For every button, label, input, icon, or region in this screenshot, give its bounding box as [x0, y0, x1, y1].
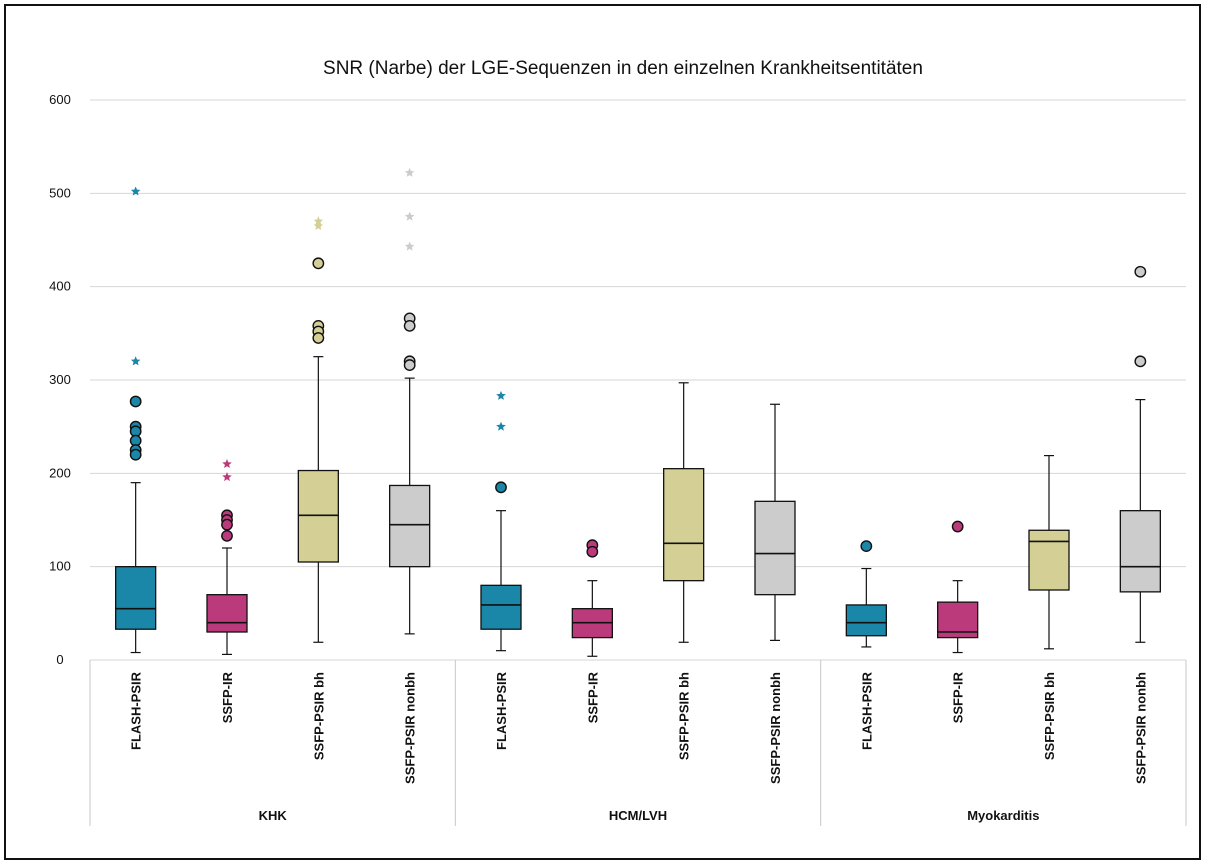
- extreme-point-star: [313, 216, 324, 226]
- extreme-point-star: [404, 211, 415, 221]
- extreme-point-star: [130, 186, 141, 196]
- extreme-point-star: [222, 472, 232, 482]
- y-tick-label: 0: [56, 652, 63, 667]
- y-tick-label: 300: [49, 372, 71, 387]
- box-myokarditis-ssfp-ir: [937, 520, 979, 654]
- box-iqr: [480, 584, 522, 630]
- category-label: SSFP-PSIR bh: [1042, 672, 1057, 760]
- outlier-point: [860, 540, 873, 553]
- box-khk-ssfp-psir-bh: [297, 216, 339, 643]
- category-label: SSFP-IR: [951, 671, 966, 723]
- box-khk-ssfp-ir: [206, 459, 248, 656]
- box-myokarditis-flash-psir: [845, 540, 887, 648]
- box-iqr: [1028, 529, 1070, 591]
- y-tick-label: 200: [49, 465, 71, 480]
- box-series: [115, 167, 1161, 657]
- box-khk-ssfp-psir-nonbh: [389, 167, 431, 635]
- outlier-point: [403, 319, 416, 332]
- box-hcm-lvh-flash-psir: [480, 390, 522, 652]
- box-iqr: [115, 566, 157, 630]
- outlier-point: [221, 529, 233, 542]
- category-label: FLASH-PSIR: [859, 671, 874, 750]
- group-label-myokarditis: Myokarditis: [967, 808, 1039, 823]
- extreme-point-star: [222, 459, 232, 468]
- chart-title: SNR (Narbe) der LGE-Sequenzen in den ein…: [323, 58, 923, 79]
- extreme-point-star: [496, 390, 506, 400]
- outlier-point: [403, 359, 416, 371]
- outlier-point: [221, 518, 233, 531]
- outlier-point: [1134, 355, 1147, 368]
- chart-frame: [4, 4, 1201, 860]
- category-label: SSFP-PSIR bh: [677, 672, 692, 760]
- y-tick-label: 500: [49, 185, 71, 200]
- extreme-point-star: [404, 167, 415, 177]
- box-iqr: [754, 500, 796, 596]
- outlier-point: [312, 332, 325, 344]
- box-myokarditis-ssfp-psir-bh: [1028, 455, 1070, 650]
- category-label: FLASH-PSIR: [494, 671, 509, 750]
- box-hcm-lvh-ssfp-psir-bh: [663, 382, 705, 643]
- outlier-point: [495, 481, 507, 494]
- category-label: FLASH-PSIR: [129, 671, 144, 750]
- box-myokarditis-ssfp-psir-nonbh: [1119, 265, 1161, 643]
- outlier-point: [1134, 265, 1147, 278]
- outlier-point: [951, 520, 964, 533]
- extreme-point-star: [496, 421, 506, 431]
- outlier-point: [129, 448, 142, 461]
- box-iqr: [1119, 510, 1161, 593]
- group-label-khk: KHK: [259, 808, 288, 823]
- gridlines: [90, 99, 1186, 661]
- outlier-point: [129, 395, 142, 408]
- box-iqr: [845, 604, 887, 637]
- category-label: SSFP-IR: [220, 671, 235, 723]
- y-axis-ticks: 0 100 200 300 400 500 600: [49, 92, 71, 667]
- box-khk-flash-psir: [115, 186, 157, 654]
- outlier-point: [586, 545, 599, 558]
- box-iqr: [206, 594, 248, 633]
- extreme-point-star: [404, 241, 415, 251]
- box-iqr: [663, 468, 705, 582]
- group-label-hcm-lvh: HCM/LVH: [609, 808, 667, 823]
- y-tick-label: 100: [49, 559, 71, 574]
- y-tick-label: 400: [49, 279, 71, 294]
- category-label: SSFP-PSIR bh: [311, 672, 326, 760]
- category-label: SSFP-PSIR nonbh: [768, 672, 783, 784]
- box-iqr: [389, 484, 431, 568]
- box-hcm-lvh-ssfp-ir: [571, 539, 613, 657]
- box-hcm-lvh-ssfp-psir-nonbh: [754, 403, 796, 642]
- extreme-point-star: [130, 356, 141, 366]
- category-label: SSFP-PSIR nonbh: [403, 672, 418, 784]
- category-label: SSFP-PSIR nonbh: [1133, 672, 1148, 784]
- outlier-point: [312, 257, 325, 270]
- category-label: SSFP-IR: [585, 671, 600, 723]
- box-iqr: [297, 469, 339, 563]
- extreme-point-star: [313, 221, 324, 230]
- y-tick-label: 600: [49, 92, 71, 107]
- x-axis: KHK FLASH-PSIR SSFP-IR SSFP-PSIR bh SSFP-PSI…: [89, 660, 1187, 826]
